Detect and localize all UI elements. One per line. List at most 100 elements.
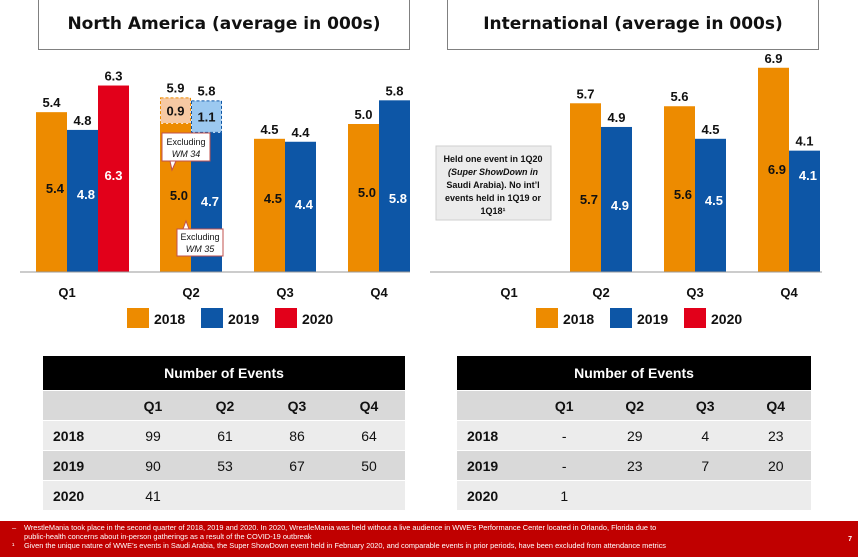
table-cell bbox=[599, 480, 670, 511]
na-events-table: Number of Events Q1 Q2 Q3 Q4 2018 99 61 … bbox=[43, 356, 405, 511]
row-label: 2018 bbox=[457, 420, 529, 451]
row-label: 2020 bbox=[43, 480, 117, 511]
value-label: 4.5 bbox=[260, 122, 278, 137]
table-row: 2020 1 bbox=[457, 480, 811, 511]
value-label: 4.5 bbox=[701, 122, 719, 137]
bar bbox=[98, 85, 129, 273]
legend-label: 2018 bbox=[154, 311, 185, 327]
category-label: Q3 bbox=[276, 285, 293, 300]
bar bbox=[601, 126, 632, 273]
table-row: 2020 41 bbox=[43, 480, 405, 511]
bar bbox=[664, 106, 695, 273]
table-header-cell: Q4 bbox=[333, 390, 405, 421]
legend-swatch bbox=[127, 308, 149, 328]
bar-segment bbox=[191, 100, 222, 133]
table-cell bbox=[261, 480, 333, 511]
row-label: 2019 bbox=[457, 450, 529, 481]
callout-pointer bbox=[169, 160, 177, 172]
footnote-1-cont: public-health concerns about in-person g… bbox=[24, 532, 312, 541]
value-label: 5.4 bbox=[42, 95, 61, 110]
footnote-1: WrestleMania took place in the second qu… bbox=[24, 523, 657, 532]
inner-label: 4.5 bbox=[705, 193, 723, 208]
value-label: 5.9 bbox=[166, 80, 184, 95]
inner-label: 4.1 bbox=[799, 168, 817, 183]
value-label: 5.7 bbox=[576, 86, 594, 101]
bar bbox=[36, 112, 67, 272]
table-cell: 7 bbox=[670, 450, 741, 481]
legend-label: 2020 bbox=[711, 311, 742, 327]
table-cell: 53 bbox=[189, 450, 261, 481]
bar bbox=[285, 141, 316, 272]
attendance-charts: 5.4 5.4 4.8 4.8 6.3 6.3 Q1 0.9 5.9 5.0 1.1 5.8 4.7 Q2… bbox=[20, 51, 822, 328]
inner-label: 4.5 bbox=[264, 191, 282, 206]
inner-label: 4.9 bbox=[611, 198, 629, 213]
table-row: 2018 - 29 4 23 bbox=[457, 420, 811, 451]
bar bbox=[379, 100, 410, 272]
table-header-cell: Q3 bbox=[670, 390, 741, 421]
callout-text: WM 35 bbox=[186, 244, 215, 254]
intl-table-title: Number of Events bbox=[457, 356, 811, 391]
row-label: 2020 bbox=[457, 480, 529, 511]
inner-label: 5.0 bbox=[358, 185, 376, 200]
row-label: 2019 bbox=[43, 450, 117, 481]
table-header-cell: Q1 bbox=[117, 390, 189, 421]
north-america-title: North America (average in 000s) bbox=[38, 0, 410, 50]
value-label: 4.4 bbox=[291, 125, 310, 140]
international-title: International (average in 000s) bbox=[447, 0, 819, 50]
value-label: 5.8 bbox=[197, 83, 215, 98]
inner-label: 4.7 bbox=[201, 194, 219, 209]
footnote-marker: ¹ bbox=[12, 541, 15, 550]
legend-swatch bbox=[684, 308, 706, 328]
table-header-cell bbox=[43, 390, 117, 421]
segment-label: 1.1 bbox=[197, 110, 215, 125]
callout-text: WM 34 bbox=[172, 149, 201, 159]
category-label: Q2 bbox=[182, 285, 199, 300]
callout-text: Excluding bbox=[166, 137, 205, 147]
category-label: Q1 bbox=[58, 285, 75, 300]
bar bbox=[348, 124, 379, 272]
table-cell bbox=[333, 480, 405, 511]
value-label: 5.0 bbox=[354, 107, 372, 122]
callout-box bbox=[161, 132, 211, 162]
legend-swatch bbox=[201, 308, 223, 328]
legend-swatch bbox=[536, 308, 558, 328]
callout-text: Excluding bbox=[180, 232, 219, 242]
table-cell: - bbox=[529, 420, 600, 451]
callout-box bbox=[176, 228, 224, 257]
legend-label: 2019 bbox=[637, 311, 668, 327]
note-box bbox=[435, 145, 552, 221]
row-label: 2018 bbox=[43, 420, 117, 451]
value-label: 6.9 bbox=[764, 51, 782, 66]
table-cell bbox=[189, 480, 261, 511]
table-header-cell: Q2 bbox=[599, 390, 670, 421]
inner-label: 5.0 bbox=[170, 188, 188, 203]
table-cell: 50 bbox=[333, 450, 405, 481]
inner-label: 5.7 bbox=[580, 192, 598, 207]
inner-label: 5.8 bbox=[389, 191, 407, 206]
bar bbox=[570, 103, 601, 272]
table-row: 2018 99 61 86 64 bbox=[43, 420, 405, 451]
bar bbox=[67, 129, 98, 272]
legend-label: 2019 bbox=[228, 311, 259, 327]
note-line: Held one event in 1Q20 bbox=[443, 154, 542, 164]
table-cell: 67 bbox=[261, 450, 333, 481]
category-label: Q1 bbox=[500, 285, 517, 300]
table-cell: 61 bbox=[189, 420, 261, 451]
bar bbox=[254, 138, 285, 272]
value-label: 5.8 bbox=[385, 83, 403, 98]
footnote-2: Given the unique nature of WWE’s events … bbox=[24, 541, 666, 550]
table-header-cell bbox=[457, 390, 529, 421]
value-label: 4.9 bbox=[607, 110, 625, 125]
legend-swatch bbox=[610, 308, 632, 328]
na-table-title: Number of Events bbox=[43, 356, 405, 391]
callout-pointer bbox=[182, 219, 190, 230]
table-cell: 86 bbox=[261, 420, 333, 451]
intl-events-table: Number of Events Q1 Q2 Q3 Q4 2018 - 29 4… bbox=[457, 356, 811, 511]
table-row: 2019 90 53 67 50 bbox=[43, 450, 405, 481]
table-header-cell: Q1 bbox=[529, 390, 600, 421]
inner-label: 5.6 bbox=[674, 187, 692, 202]
inner-label: 6.3 bbox=[104, 168, 122, 183]
table-cell: 64 bbox=[333, 420, 405, 451]
category-label: Q2 bbox=[592, 285, 609, 300]
category-label: Q4 bbox=[370, 285, 388, 300]
